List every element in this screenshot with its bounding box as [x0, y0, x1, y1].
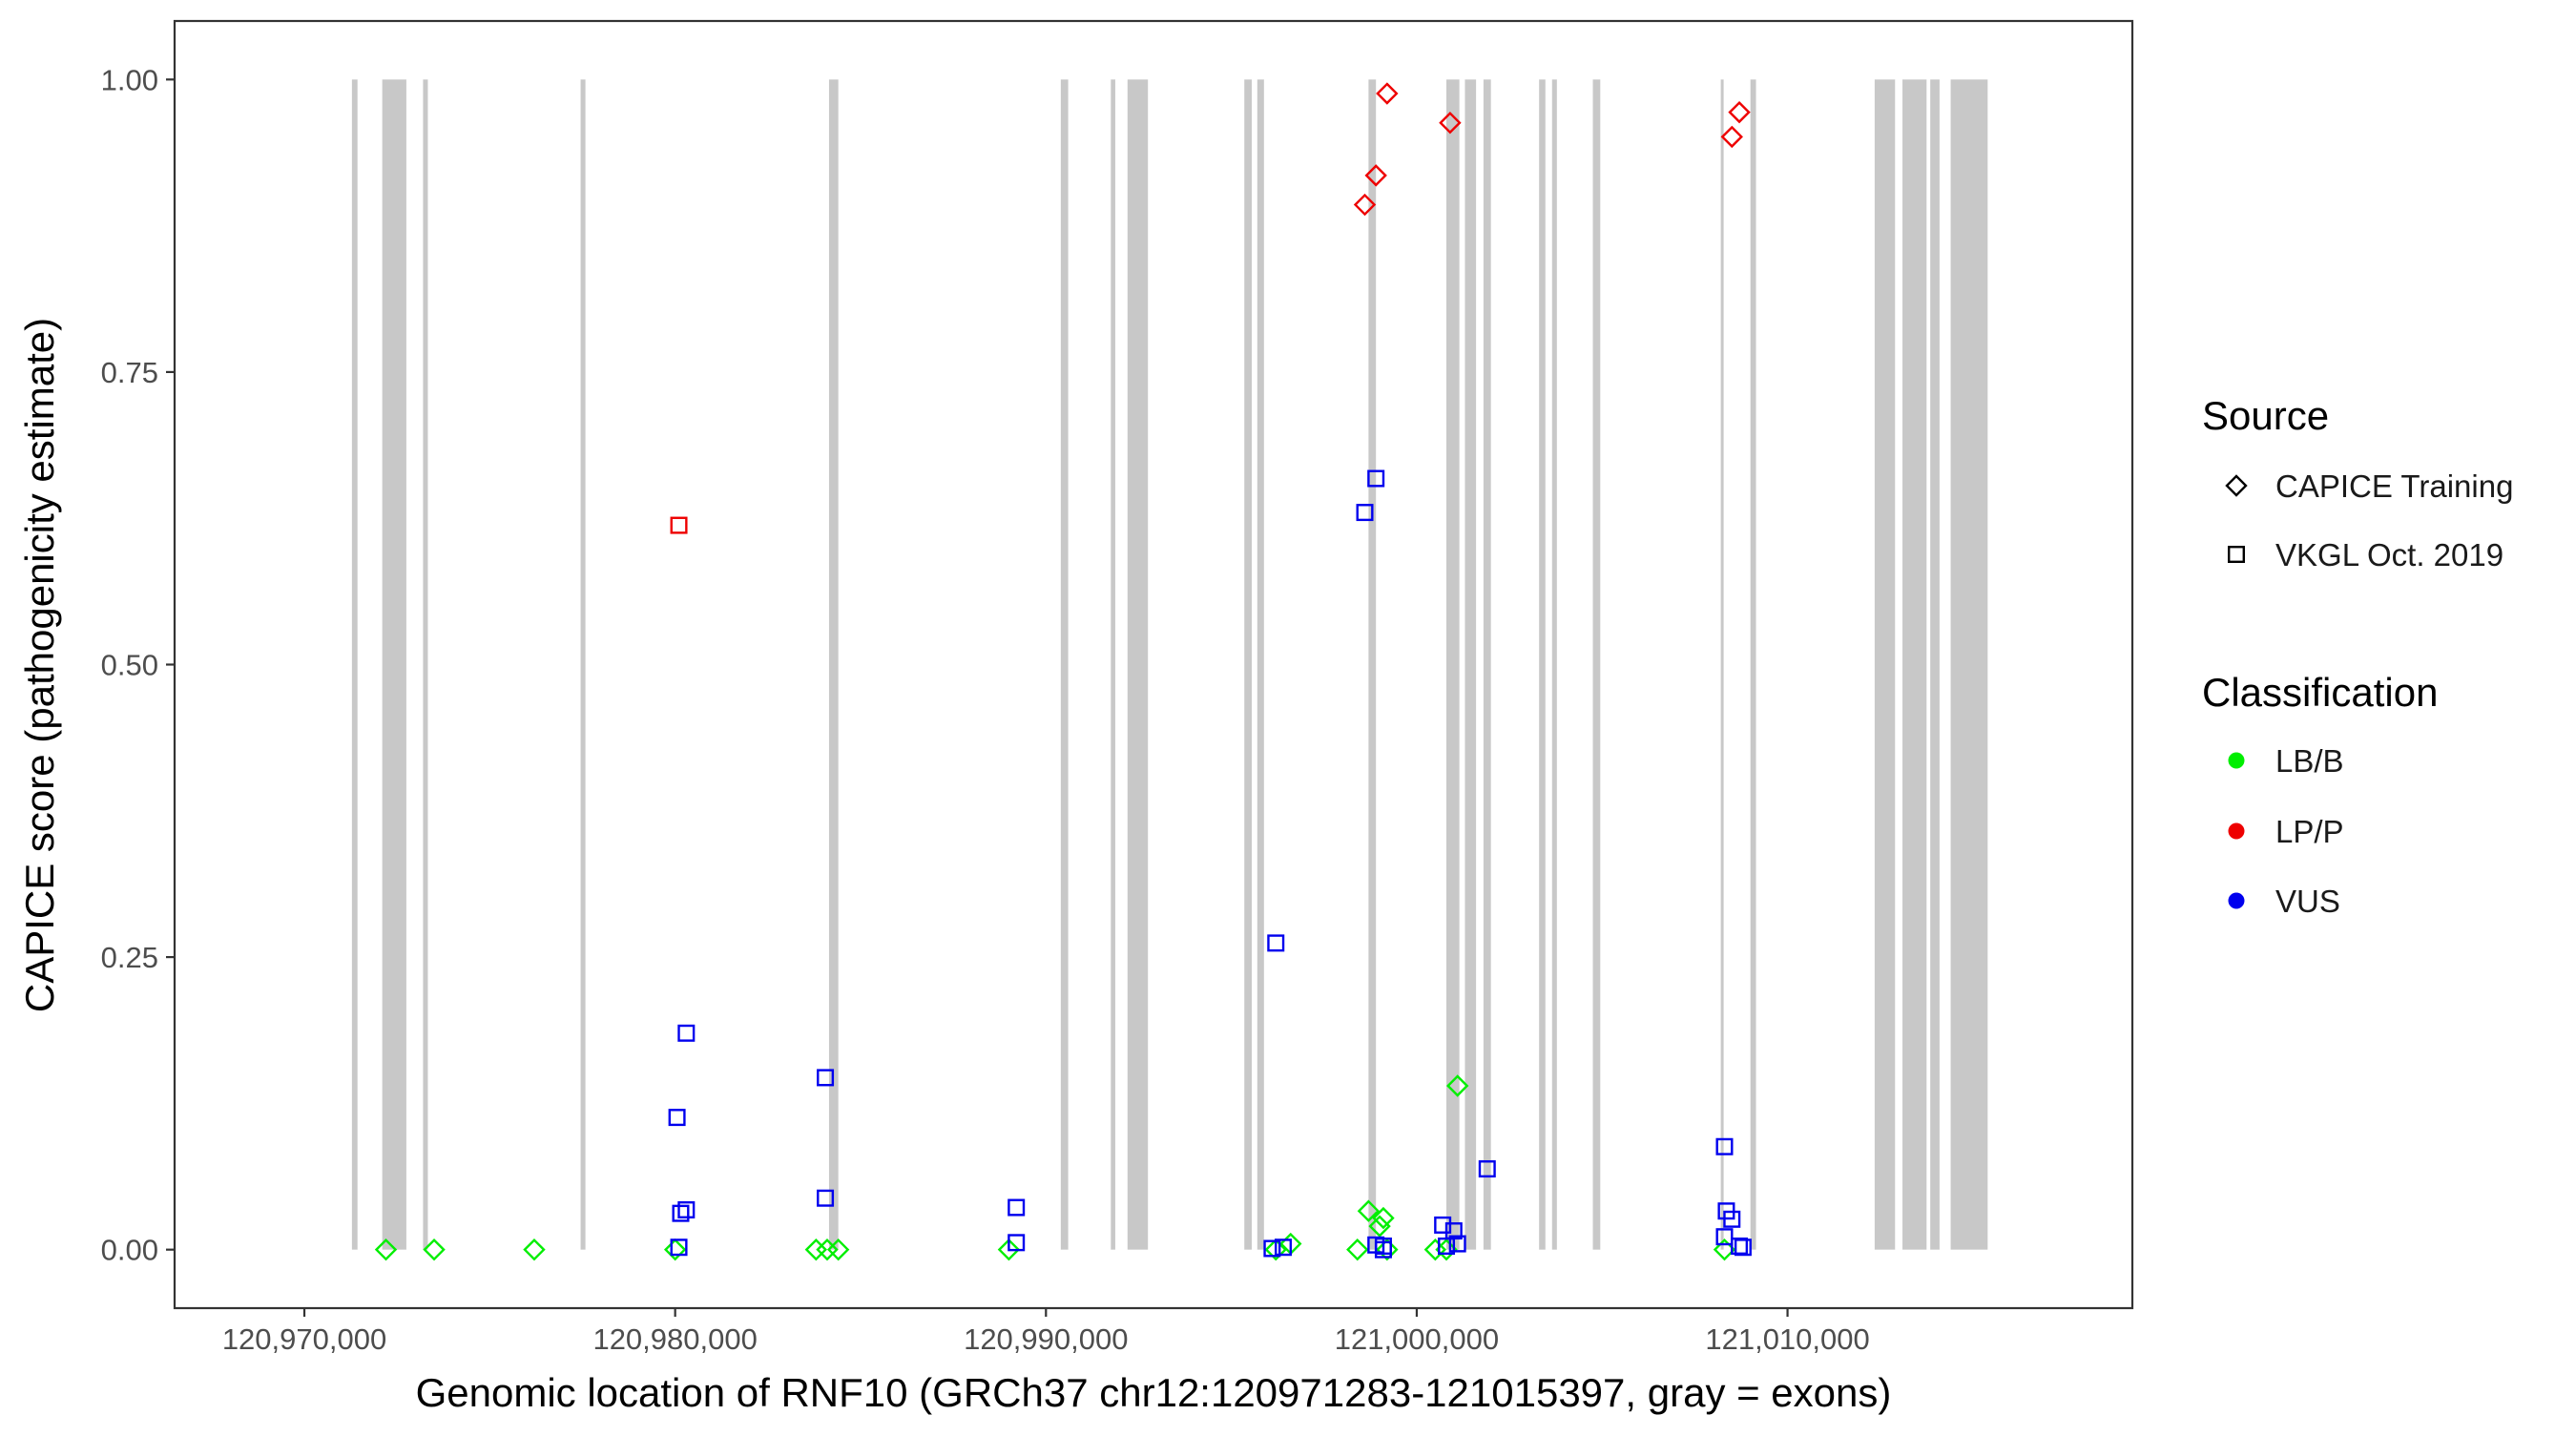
legend-classification-label: LP/P	[2275, 814, 2344, 849]
legend-source-title: Source	[2202, 393, 2329, 438]
x-tick-label: 120,970,000	[222, 1322, 386, 1356]
capice-training-point-lbb	[523, 1238, 546, 1261]
exon-band	[1483, 79, 1491, 1250]
capice-training-point-lbb	[374, 1238, 398, 1261]
exon-band	[1539, 79, 1546, 1250]
legend-source-label: VKGL Oct. 2019	[2275, 537, 2503, 572]
legend-key-dot	[2228, 752, 2245, 769]
exon-bands	[351, 79, 1988, 1250]
vkgl-point-vus	[677, 1024, 696, 1042]
exon-band	[1720, 79, 1724, 1250]
vkgl-point-vus	[1715, 1228, 1734, 1246]
vkgl-point-vus	[1275, 1238, 1293, 1257]
capice-training-point-lpp	[1720, 125, 1743, 149]
exon-band	[1257, 79, 1264, 1250]
capice-training-point-lpp	[1353, 193, 1377, 217]
exon-band	[1465, 79, 1477, 1250]
exon-band	[1111, 79, 1115, 1250]
legend-key-diamond	[2225, 474, 2248, 497]
exon-band	[1244, 79, 1252, 1250]
vkgl-point-vus	[1008, 1198, 1026, 1217]
legend-key-dot	[2228, 822, 2245, 840]
legend-source-label: CAPICE Training	[2275, 468, 2513, 504]
exon-band	[828, 79, 839, 1250]
exon-band	[1446, 79, 1460, 1250]
vkgl-point-vus	[1448, 1235, 1466, 1253]
exon-band	[1592, 79, 1601, 1250]
capice-training-point-lbb	[663, 1238, 687, 1261]
capice-training-point-lpp	[1728, 100, 1751, 124]
vkgl-point-vus	[670, 1238, 688, 1257]
vkgl-point-vus	[1434, 1216, 1452, 1234]
capice-training-point-lpp	[1439, 111, 1462, 135]
exon-band	[1750, 79, 1756, 1250]
vkgl-point-vus	[817, 1069, 835, 1087]
vkgl-point-vus	[1367, 469, 1385, 488]
y-tick-label: 0.25	[101, 941, 158, 974]
capice-training-point-lbb	[1376, 1238, 1399, 1261]
legend-classification-title: Classification	[2202, 670, 2438, 715]
capice-training-point-lbb	[826, 1238, 850, 1261]
vkgl-point-lpp	[670, 516, 688, 534]
exon-band	[580, 79, 586, 1250]
capice-training-point-lbb	[1357, 1199, 1381, 1222]
vkgl-point-vus	[1356, 504, 1374, 522]
vkgl-point-vus	[1444, 1222, 1463, 1240]
legend-classification-label: LB/B	[2275, 743, 2344, 779]
vkgl-point-vus	[1008, 1234, 1026, 1252]
exon-band	[1874, 79, 1896, 1250]
vkgl-point-vus	[1731, 1237, 1749, 1255]
vkgl-point-vus	[672, 1204, 690, 1222]
capice-training-point-lpp	[1376, 82, 1399, 105]
x-tick-label: 120,980,000	[592, 1322, 757, 1356]
exon-band	[1950, 79, 1988, 1250]
vkgl-point-vus	[677, 1200, 696, 1218]
capice-training-point-lbb	[997, 1238, 1021, 1261]
exon-band	[1368, 79, 1377, 1250]
exon-band	[382, 79, 406, 1250]
exon-band	[1902, 79, 1927, 1250]
exon-band	[1930, 79, 1940, 1250]
exon-band	[351, 79, 358, 1250]
legend-key-square	[2227, 546, 2245, 564]
vkgl-point-vus	[1715, 1137, 1734, 1155]
vkgl-point-vus	[1478, 1160, 1496, 1178]
x-tick-label: 121,010,000	[1705, 1322, 1869, 1356]
vkgl-point-vus	[1723, 1210, 1741, 1228]
capice-training-point-lbb	[423, 1238, 446, 1261]
capice-training-point-lbb	[1372, 1206, 1395, 1230]
exon-band	[1551, 79, 1557, 1250]
exon-band	[1127, 79, 1149, 1250]
vkgl-point-vus	[817, 1189, 835, 1207]
vkgl-point-vus	[1263, 1239, 1281, 1258]
capice-training-point-lbb	[1368, 1215, 1391, 1238]
legend-key-dot	[2228, 892, 2245, 909]
y-tick-label: 0.00	[101, 1234, 158, 1267]
exon-band	[423, 79, 428, 1250]
x-tick-label: 121,000,000	[1335, 1322, 1499, 1356]
y-tick-label: 0.75	[101, 356, 158, 389]
data-points	[374, 82, 1752, 1261]
x-axis-title: Genomic location of RNF10 (GRCh37 chr12:…	[416, 1370, 1892, 1415]
vkgl-point-vus	[1267, 934, 1285, 952]
vkgl-point-vus	[1374, 1240, 1392, 1259]
exon-band	[1060, 79, 1069, 1250]
capice-training-point-lbb	[1346, 1238, 1369, 1261]
axes: 0.00 0.25 0.50 0.75 1.00 120,970,000 120,980,0…	[101, 63, 1870, 1356]
capice-training-point-lbb	[1445, 1074, 1469, 1097]
legend-classification-label: VUS	[2275, 884, 2340, 919]
y-tick-label: 1.00	[101, 63, 158, 96]
x-tick-label: 120,990,000	[964, 1322, 1128, 1356]
legend: Source Classification CAPICE Training VKG…	[2202, 393, 2513, 919]
vkgl-point-vus	[668, 1109, 686, 1127]
capice-training-point-lpp	[1364, 164, 1387, 187]
vkgl-point-vus	[1734, 1238, 1752, 1257]
y-tick-label: 0.50	[101, 649, 158, 682]
y-axis-title: CAPICE score (pathogenicity estimate)	[17, 318, 62, 1012]
